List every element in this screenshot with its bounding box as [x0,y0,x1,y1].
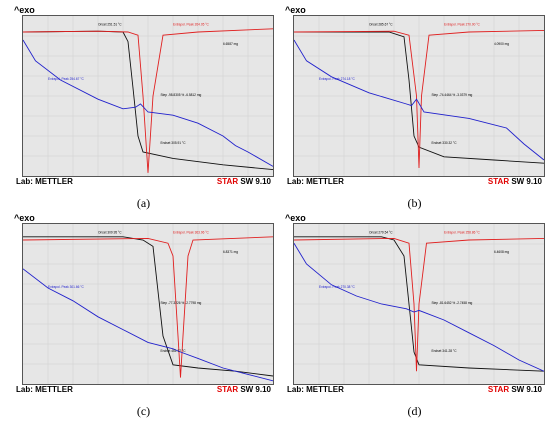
onset-label: Onset 309.95 °C [98,231,122,235]
chart-panel: ^exo 6.6587 mg Onset 251.51 °C Extrapol. Pe… [12,5,275,218]
panel-caption: (a) [136,196,151,210]
peak1-label: Extrapol. Peak 301.66 °C [48,285,85,289]
thermogram-svg: 6.6587 mg Onset 251.51 °C Extrapol. Peak 2… [23,16,273,176]
dtg-curve [294,242,544,372]
endset-label: Endset 305.91 °C [161,141,187,145]
dsc-curve [23,236,273,378]
panel-caption: (c) [136,404,151,418]
mass-label: 6.6587 mg [223,42,238,46]
thermogram-svg: 6.4608 mg Onset 279.54 °C Extrapol. Peak 2… [294,224,544,384]
step-label: Step -98.8305 % -6.5812 mg [161,93,202,97]
exo-label: ^exo [14,5,35,15]
mass-label: 4.0900 mg [494,42,509,46]
software-label: STAR SW 9.10 [216,385,271,394]
peak1-label: Extrapol. Peak 254.67 °C [48,77,85,81]
peak1-label: Extrapol. Peak 274.18 °C [319,77,356,81]
peak1-label: Extrapol. Peak 270.38 °C [319,285,356,289]
mass-label: 6.8371 mg [223,250,238,254]
plot-area: 6.4608 mg Onset 279.54 °C Extrapol. Peak 2… [293,223,545,385]
plot-area: 6.8371 mg Onset 309.95 °C Extrapol. Peak 3… [22,223,274,385]
onset-label: Onset 251.51 °C [98,23,122,27]
exo-label: ^exo [285,213,306,223]
step-label: Step -77.3226 % -2.7798 mg [161,301,202,305]
chart-panel: ^exo 6.8371 mg Onset 309.95 °C Extrapol. Pe… [12,213,275,426]
onset-label: Onset 279.54 °C [369,231,393,235]
mass-label: 6.4608 mg [494,250,509,254]
lab-label: Lab: METTLER [16,177,73,186]
endset-label: Endset 461.77 °C [161,349,187,353]
step-label: Step -81.6452 % -2.7458 mg [432,301,473,305]
lab-label: Lab: METTLER [287,385,344,394]
panel-caption: (d) [407,404,422,418]
software-label: STAR SW 9.10 [487,385,542,394]
chart-panel: ^exo 4.0900 mg Onset 285.67 °C Extrapol. Pe… [283,5,546,218]
thermogram-svg: 4.0900 mg Onset 285.67 °C Extrapol. Peak 2… [294,16,544,176]
software-label: STAR SW 9.10 [487,177,542,186]
exo-label: ^exo [285,5,306,15]
endset-label: Endset 341.28 °C [432,349,458,353]
onset-label: Onset 285.67 °C [369,23,393,27]
exo-label: ^exo [14,213,35,223]
dtg-curve [23,268,273,382]
peak2-label: Extrapol. Peak 258.86 °C [444,231,481,235]
lab-label: Lab: METTLER [287,177,344,186]
endset-label: Endset 330.32 °C [432,141,458,145]
step-label: Step -74.4464 % -3.0379 mg [432,93,473,97]
dsc-curve [294,29,544,169]
peak2-label: Extrapol. Peak 264.05 °C [173,23,210,27]
dsc-curve [294,237,544,372]
plot-area: 4.0900 mg Onset 285.67 °C Extrapol. Peak 2… [293,15,545,177]
dtg-curve [294,39,544,161]
tga-curve [294,31,544,164]
peak2-label: Extrapol. Peak 270.00 °C [444,23,481,27]
software-label: STAR SW 9.10 [216,177,271,186]
lab-label: Lab: METTLER [16,385,73,394]
dsc-curve [23,28,273,173]
plot-area: 6.6587 mg Onset 251.51 °C Extrapol. Peak 2… [22,15,274,177]
tga-curve [294,236,544,372]
dtg-curve [23,39,273,167]
tga-curve [23,236,273,377]
thermogram-svg: 6.8371 mg Onset 309.95 °C Extrapol. Peak 3… [23,224,273,384]
chart-panel: ^exo 6.4608 mg Onset 279.54 °C Extrapol. Pe… [283,213,546,426]
peak2-label: Extrapol. Peak 363.96 °C [173,231,210,235]
panel-caption: (b) [407,196,422,210]
